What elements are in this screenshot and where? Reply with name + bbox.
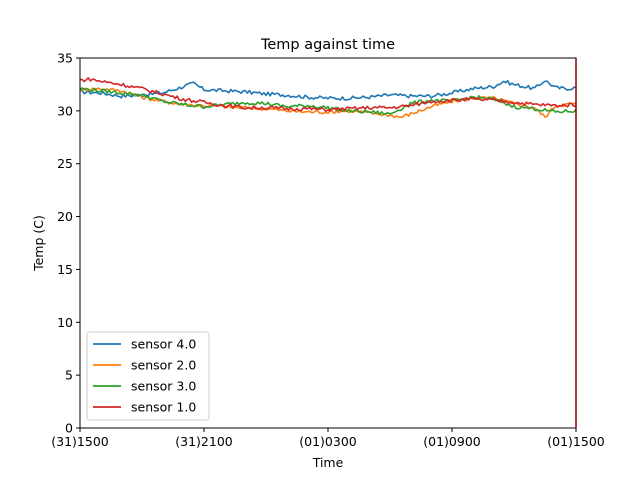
legend-label: sensor 2.0	[131, 358, 196, 373]
legend: sensor 4.0 sensor 2.0 sensor 3.0 sensor 1.0	[86, 331, 210, 421]
x-tick-label: (01)0300	[299, 434, 357, 449]
chart-title: Temp against time	[260, 37, 395, 53]
x-tick-label: (01)0900	[423, 434, 481, 449]
y-tick-label: 20	[57, 209, 73, 224]
series-line-1	[79, 79, 577, 101]
y-axis-label: Temp (C)	[31, 215, 46, 272]
x-tick-label: (31)2100	[175, 434, 233, 449]
series-lines	[79, 77, 577, 119]
legend-label: sensor 4.0	[131, 337, 196, 352]
y-tick-label: 25	[57, 156, 73, 171]
y-tick-label: 0	[65, 421, 73, 436]
x-axis-label: Time	[312, 455, 344, 470]
x-axis: (31)1500 (31)2100 (01)0300 (01)0900 (01)1500	[51, 428, 605, 449]
legend-box	[86, 331, 210, 421]
y-tick-label: 30	[57, 103, 73, 118]
y-axis: 0 5 10 15 20 25 30 35	[57, 51, 80, 436]
x-tick-label: (31)1500	[51, 434, 109, 449]
series-line-4	[79, 77, 577, 113]
y-tick-label: 35	[57, 51, 73, 66]
y-tick-label: 5	[65, 368, 73, 383]
x-tick-label: (01)1500	[547, 434, 605, 449]
legend-label: sensor 3.0	[131, 379, 196, 394]
legend-label: sensor 1.0	[131, 400, 196, 415]
series-line-3	[79, 87, 577, 116]
y-tick-label: 15	[57, 262, 73, 277]
y-tick-label: 10	[57, 315, 73, 330]
